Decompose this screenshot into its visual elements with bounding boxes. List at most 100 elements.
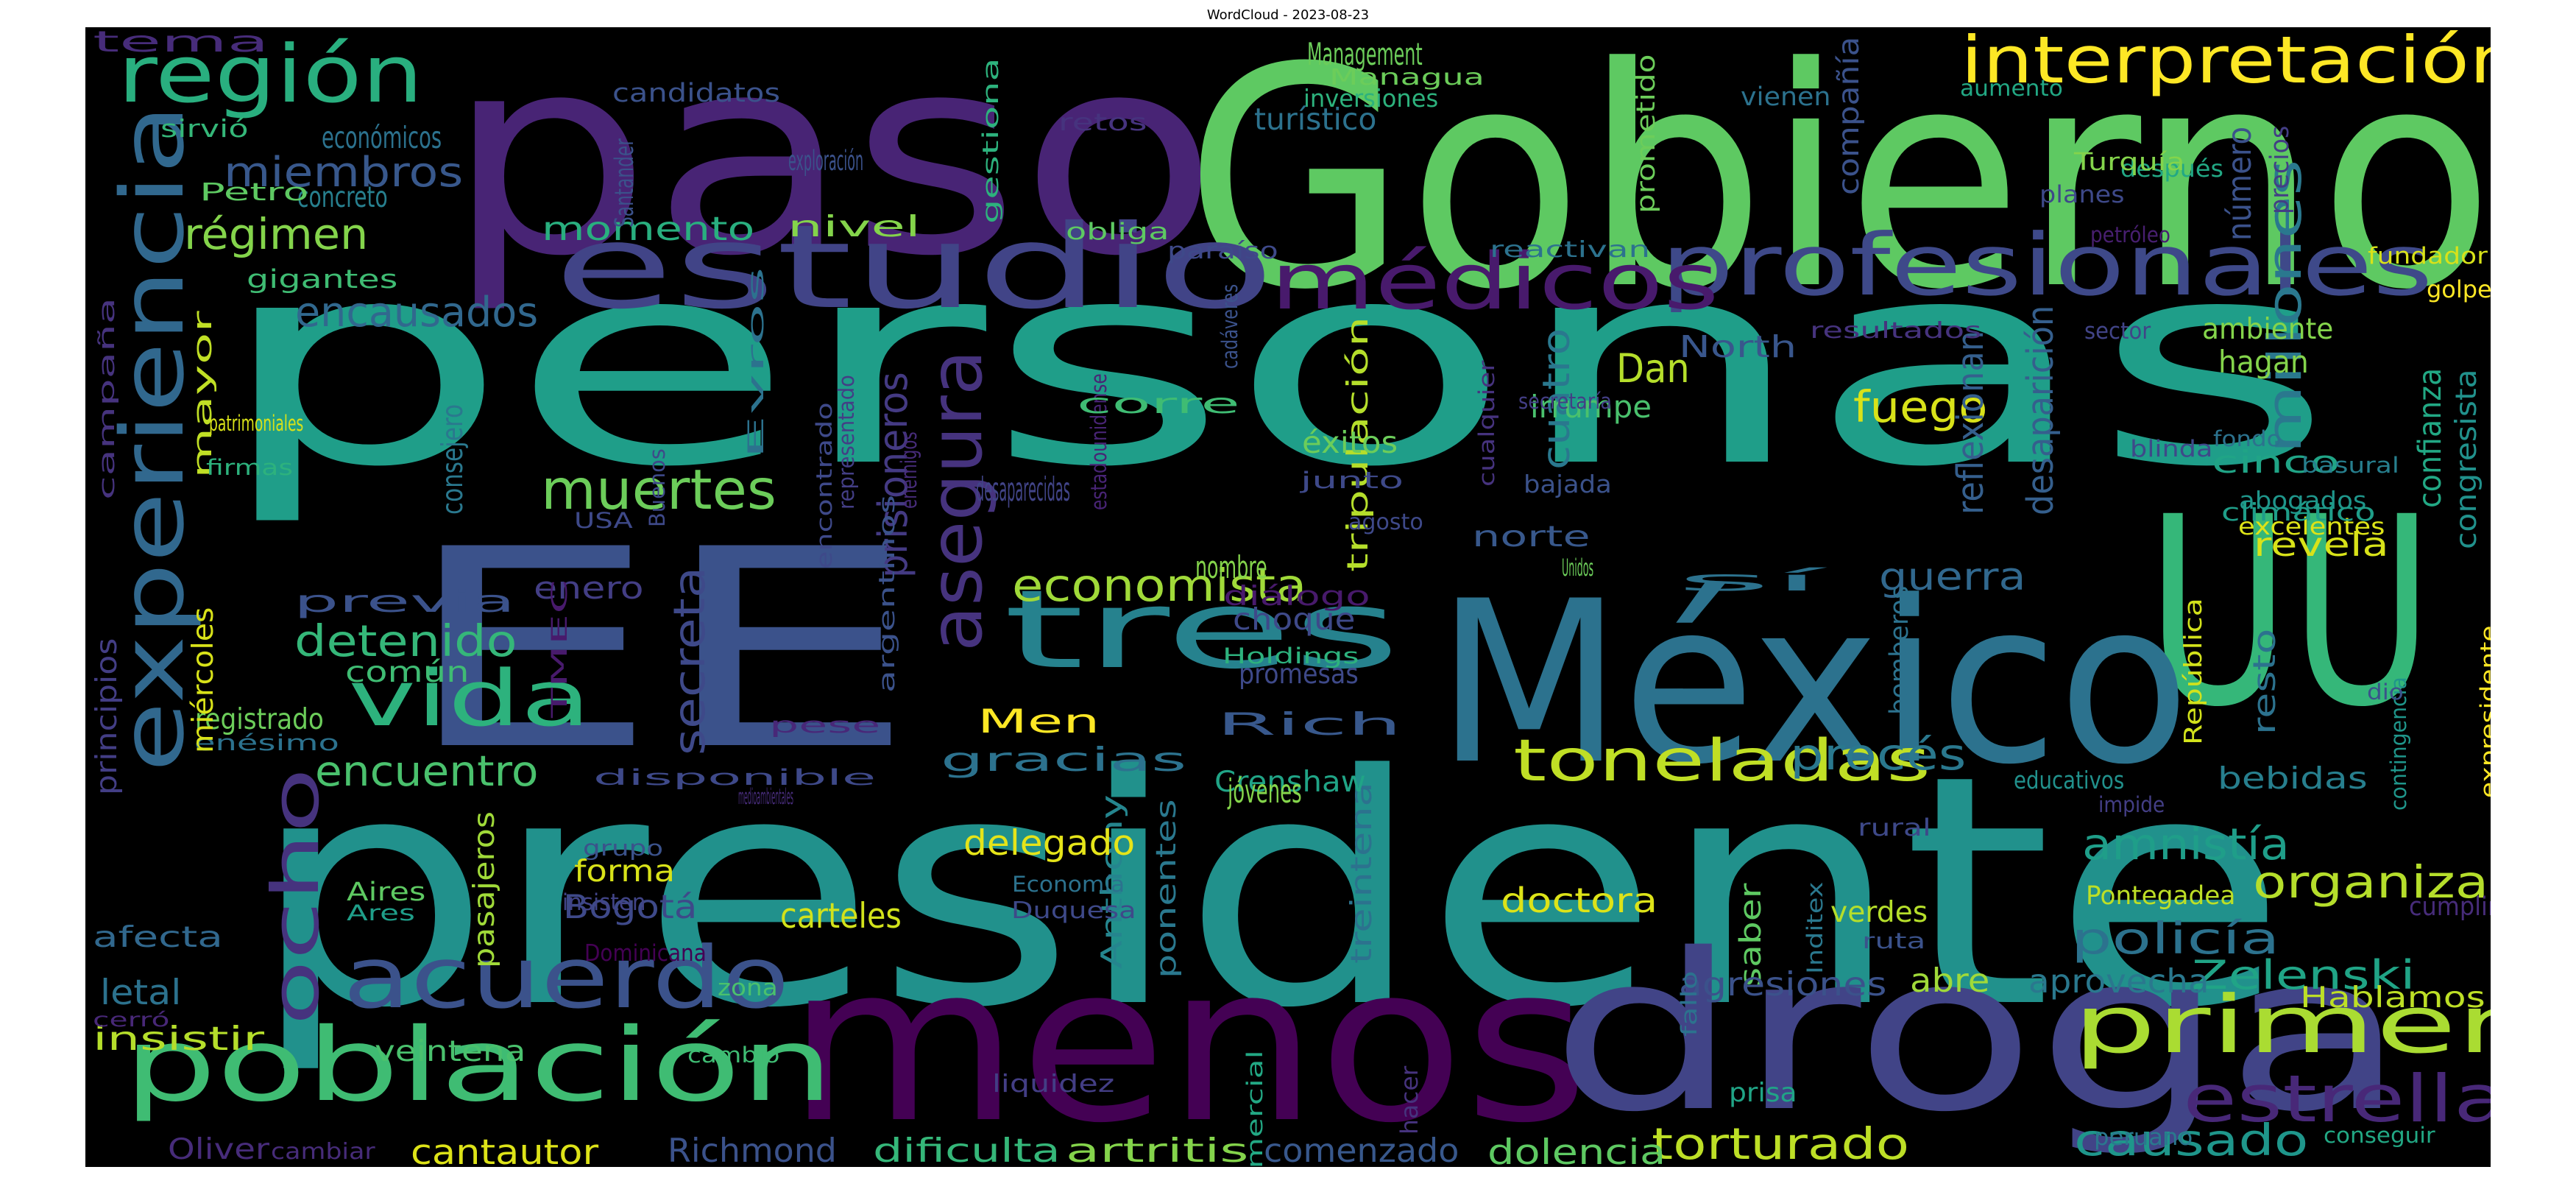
word-poblacion: población	[124, 1007, 834, 1124]
word-reflexionan: reflexionan	[1950, 330, 1992, 515]
word-cinco: cinco	[2212, 444, 2340, 480]
word-primer: primer	[2073, 979, 2491, 1071]
word-inversiones: inversiones	[1303, 84, 1439, 113]
word-bogota: Bogotá	[563, 889, 698, 926]
word-dominicana: Dominicana	[584, 940, 707, 967]
word-comun: común	[345, 656, 470, 689]
word-gigantes: gigantes	[247, 265, 398, 294]
word-acuerdo: acuerdo	[343, 929, 790, 1028]
word-enero: enero	[534, 570, 644, 606]
word-rural: rural	[1858, 814, 1931, 842]
word-desaparicion: desaparición	[2020, 305, 2062, 515]
word-blinda: blinda	[2130, 436, 2213, 462]
word-hablamos: Hablamos	[2300, 981, 2485, 1015]
word-argentinos: argentinos	[874, 494, 899, 693]
word-dio: dio	[2367, 680, 2404, 705]
word-compania: compañía	[1833, 36, 1866, 196]
word-pese: pese	[769, 713, 881, 738]
word-secretaria: secretaría	[1518, 389, 1612, 414]
word-revela: revela	[2254, 526, 2389, 564]
word-desaparecidas: desaparecidas	[976, 471, 1070, 509]
word-organiza: organiza	[2253, 857, 2489, 909]
word-sirvio: sirvió	[160, 114, 249, 143]
word-basural: basural	[2301, 453, 2399, 478]
word-fondo: fondo	[2213, 426, 2282, 451]
word-corre: corre	[1077, 387, 1240, 420]
word-golpe: golpe	[2427, 275, 2491, 303]
word-precios: precios	[2265, 125, 2295, 214]
word-abre: abre	[1910, 962, 1990, 1000]
word-disponible: disponible	[593, 765, 877, 790]
word-cualquier: cualquier	[1474, 360, 1499, 487]
word-profesionales: profesionales	[1660, 216, 2433, 315]
word-liquidez: liquidez	[992, 1069, 1115, 1098]
word-dolencia: dolencia	[1487, 1132, 1666, 1167]
word-exitos: éxitos	[1302, 425, 1398, 460]
word-resto: resto	[2246, 628, 2282, 735]
word-dialogo: diálogo	[1223, 580, 1370, 612]
word-promesas: promesas	[1239, 657, 1359, 690]
word-previa: previa	[294, 584, 516, 619]
word-doctora: doctora	[1501, 881, 1658, 920]
word-aprovecha: aprovecha	[2028, 963, 2209, 1001]
word-hagan: hagan	[2218, 344, 2309, 380]
word-aires: Aires	[347, 878, 426, 907]
word-retos: retos	[1058, 108, 1147, 136]
word-turistico: turístico	[1254, 102, 1377, 137]
word-fundador: fundador	[2368, 243, 2488, 269]
word-resultados: resultados	[1810, 318, 1982, 344]
word-ee: EE	[402, 490, 917, 810]
word-congresista: congresista	[2450, 369, 2483, 549]
word-sector: sector	[2084, 318, 2151, 345]
word-gobierno: Gobierno	[1184, 27, 2491, 356]
word-comercial: comercial	[1242, 1050, 1267, 1167]
word-holdings: Holdings	[1222, 643, 1359, 669]
word-region: región	[118, 29, 423, 121]
word-nivel: nivel	[788, 211, 921, 244]
word-cumplir: cumplir	[2409, 892, 2491, 922]
word-encuentro: encuentro	[315, 747, 539, 796]
word-firmas: firmas	[206, 455, 294, 480]
word-cambio: cambio	[687, 1043, 780, 1068]
word-mayor: mayor	[188, 311, 218, 479]
word-evros: Evros	[743, 266, 768, 459]
word-paso: paso	[445, 27, 1219, 316]
word-comenzado: comenzado	[1264, 1132, 1459, 1167]
word-usa: USA	[574, 508, 633, 533]
word-obliga: obliga	[1066, 219, 1170, 245]
word-junto: junto	[1301, 468, 1404, 494]
word-torturado: torturado	[1652, 1118, 1910, 1167]
word-hacer: hacer	[1395, 1065, 1423, 1135]
word-conseguir: conseguir	[2324, 1123, 2435, 1148]
word-toneladas: toneladas	[1513, 727, 1931, 794]
word-cerro: cerró	[93, 1009, 170, 1031]
word-consejero: consejero	[436, 403, 470, 515]
word-expresidente: expresidente	[2476, 625, 2491, 798]
word-mexico: México	[1436, 553, 2190, 814]
word-muertes: muertes	[541, 458, 776, 522]
word-miembros: miembros	[224, 149, 464, 197]
word-duquesa: Duquesa	[1011, 897, 1136, 924]
word-north: North	[1679, 329, 1797, 364]
word-tres: tres	[1003, 567, 1401, 693]
word-proces: procés	[1790, 729, 1967, 780]
word-bomberos: bomberos	[1885, 585, 1914, 715]
word-patrimoniales: patrimoniales	[209, 411, 304, 436]
word-ocho: ocho	[258, 767, 333, 1026]
word-buenos: Buenos	[645, 448, 670, 527]
word-medioambientales: medioambientales	[738, 784, 793, 809]
word-cantautor: cantautor	[411, 1132, 599, 1167]
word-prometido: prometido	[1632, 54, 1661, 214]
word-si: sí	[1676, 565, 1822, 598]
word-afecta: afecta	[93, 921, 223, 954]
word-estrella: estrella	[2183, 1061, 2491, 1137]
word-treintena: treintena	[1345, 782, 1379, 964]
word-republica: República	[2179, 598, 2207, 745]
word-zelenski: Zelenski	[2192, 952, 2416, 998]
word-men: Men	[977, 703, 1100, 741]
word-norte: norte	[1472, 521, 1590, 554]
word-secreta: secreta	[664, 566, 715, 755]
word-managua: Managua	[1329, 65, 1485, 91]
figure-title: WordCloud - 2023-08-23	[1206, 7, 1370, 23]
word-cadaveres: cadáveres	[1217, 283, 1242, 369]
